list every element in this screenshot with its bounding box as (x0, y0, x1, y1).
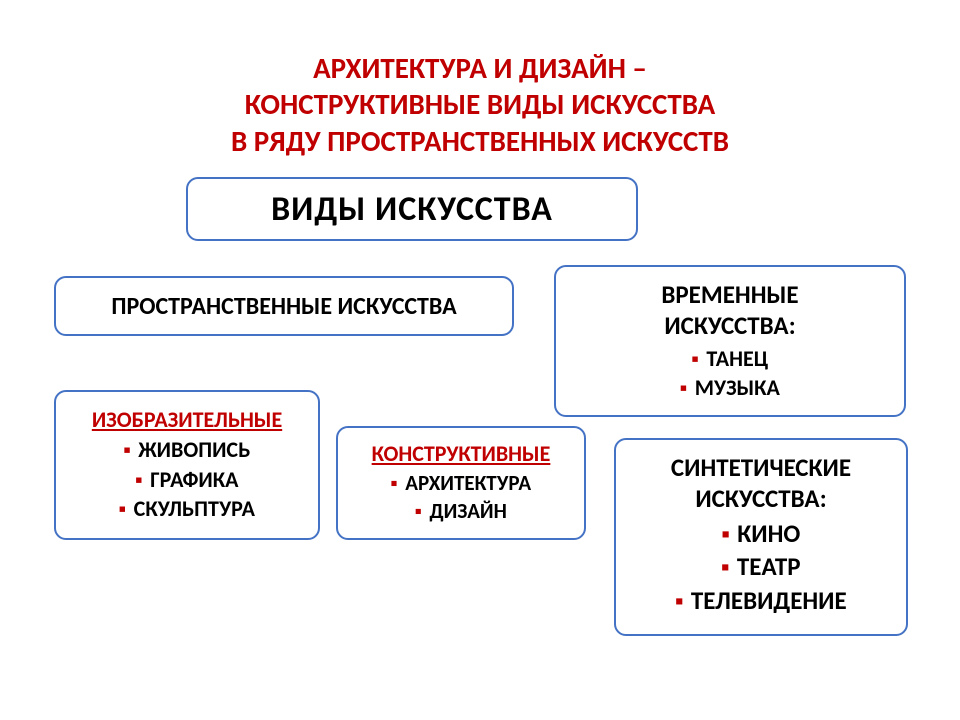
title-line-3: В РЯДУ ПРОСТРАНСТВЕННЫХ ИСКУССТВ (0, 123, 960, 159)
temporal-arts-title-l2: ИСКУССТВА: (570, 310, 890, 341)
figurative-arts-list: ЖИВОПИСЬ ГРАФИКА СКУЛЬПТУРА (70, 435, 304, 524)
figurative-arts-box: ИЗОБРАЗИТЕЛЬНЫЕ ЖИВОПИСЬ ГРАФИКА СКУЛЬПТ… (54, 390, 320, 540)
list-item: МУЗЫКА (570, 373, 890, 403)
list-item: ДИЗАЙН (352, 497, 570, 525)
constructive-arts-heading: КОНСТРУКТИВНЫЕ (352, 440, 570, 467)
title-line-1: АРХИТЕКТУРА И ДИЗАЙН – (0, 50, 960, 86)
main-category-label: ВИДЫ ИСКУССТВА (271, 189, 553, 230)
title-line-2: КОНСТРУКТИВНЫЕ ВИДЫ ИСКУССТВА (0, 86, 960, 122)
list-item: ТЕАТР (630, 550, 892, 584)
list-item: ЖИВОПИСЬ (70, 435, 304, 465)
constructive-arts-list: АРХИТЕКТУРА ДИЗАЙН (352, 469, 570, 526)
synthetic-arts-title-l2: ИСКУССТВА: (630, 483, 892, 514)
synthetic-arts-list: КИНО ТЕАТР ТЕЛЕВИДЕНИЕ (630, 517, 892, 618)
list-item: ТЕЛЕВИДЕНИЕ (630, 584, 892, 618)
temporal-arts-list: ТАНЕЦ МУЗЫКА (570, 344, 890, 403)
spatial-arts-box: ПРОСТРАНСТВЕННЫЕ ИСКУССТВА (54, 276, 514, 336)
list-item: СКУЛЬПТУРА (70, 494, 304, 524)
synthetic-arts-title-l1: СИНТЕТИЧЕСКИЕ (630, 452, 892, 483)
list-item: КИНО (630, 517, 892, 551)
constructive-arts-box: КОНСТРУКТИВНЫЕ АРХИТЕКТУРА ДИЗАЙН (336, 426, 586, 540)
spatial-arts-label: ПРОСТРАНСТВЕННЫЕ ИСКУССТВА (111, 292, 456, 321)
temporal-arts-title-l1: ВРЕМЕННЫЕ (570, 279, 890, 310)
temporal-arts-box: ВРЕМЕННЫЕ ИСКУССТВА: ТАНЕЦ МУЗЫКА (554, 265, 906, 417)
main-category-box: ВИДЫ ИСКУССТВА (186, 177, 638, 241)
list-item: ГРАФИКА (70, 465, 304, 495)
list-item: ТАНЕЦ (570, 344, 890, 374)
slide-title: АРХИТЕКТУРА И ДИЗАЙН – КОНСТРУКТИВНЫЕ ВИ… (0, 50, 960, 159)
figurative-arts-heading: ИЗОБРАЗИТЕЛЬНЫЕ (70, 406, 304, 433)
list-item: АРХИТЕКТУРА (352, 469, 570, 497)
synthetic-arts-box: СИНТЕТИЧЕСКИЕ ИСКУССТВА: КИНО ТЕАТР ТЕЛЕ… (614, 438, 908, 636)
